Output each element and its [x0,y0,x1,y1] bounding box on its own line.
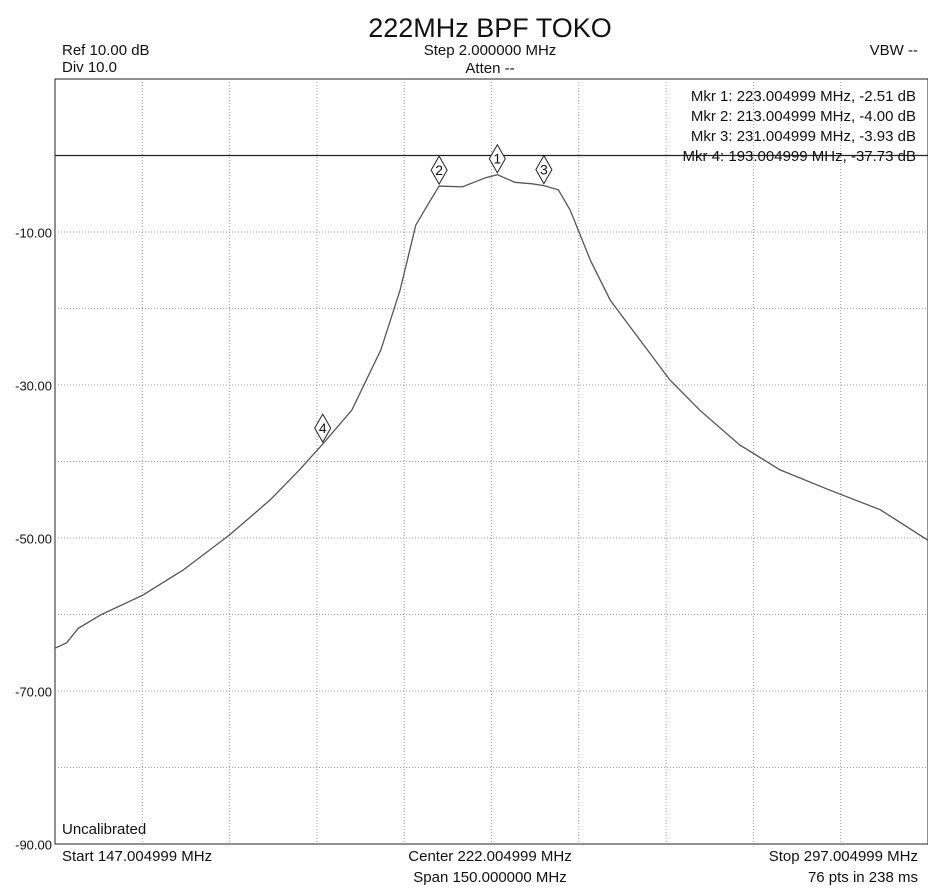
y-tick-label: -30.00 [15,378,52,393]
vbw-text: VBW -- [870,42,918,59]
y-tick-label: -70.00 [15,684,52,699]
marker-label: 3 [540,161,548,177]
y-tick-label: -50.00 [15,531,52,546]
step-text: Step 2.000000 MHz [424,42,557,59]
atten-text: Atten -- [465,60,514,77]
marker-diamond [488,143,506,174]
center-text: Center 222.004999 MHz [408,848,571,865]
marker-diamond [535,154,553,185]
start-text: Start 147.004999 MHz [62,848,212,865]
marker-label: 1 [493,150,501,166]
marker-label: 2 [435,162,443,178]
marker-readout: Mkr 1: 223.004999 MHz, -2.51 dB [691,88,916,105]
marker-label: 4 [319,420,327,436]
marker-readout: Mkr 2: 213.004999 MHz, -4.00 dB [691,108,916,125]
y-tick-label: -90.00 [15,837,52,852]
div-text: Div 10.0 [62,59,117,76]
marker-diamond [314,413,332,444]
span-text: Span 150.000000 MHz [413,869,566,886]
y-tick-label: -10.00 [15,225,52,240]
marker-readout: Mkr 3: 231.004999 MHz, -3.93 dB [691,128,916,145]
marker-readout: Mkr 4: 193.004999 MHz, -37.73 dB [683,148,916,165]
trace [54,174,928,649]
stop-text: Stop 297.004999 MHz [769,848,918,865]
marker-diamond [430,155,448,186]
ref-text: Ref 10.00 dB [62,42,150,59]
chart-title: 222MHz BPF TOKO [368,13,612,43]
status-text: Uncalibrated [62,821,146,838]
points-text: 76 pts in 238 ms [808,869,918,886]
